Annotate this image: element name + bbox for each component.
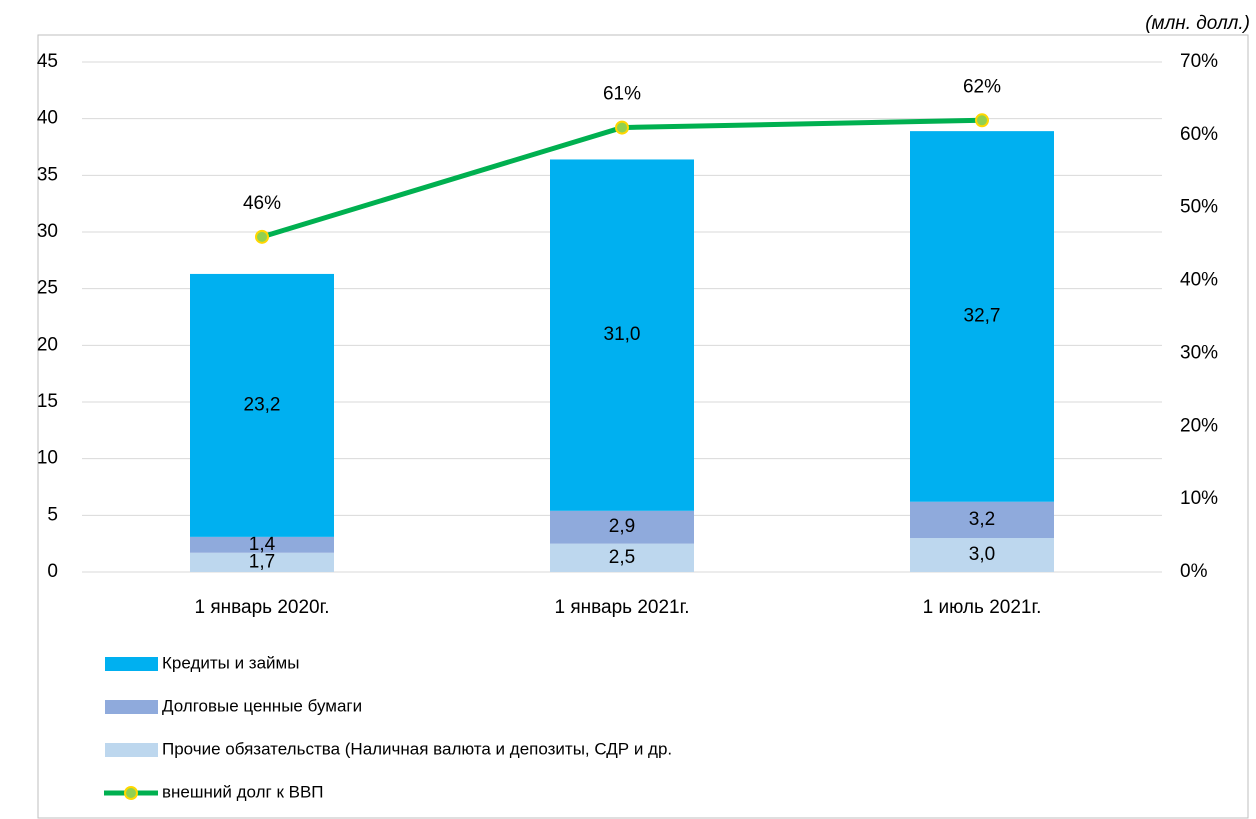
- data-label: 1,4: [249, 534, 276, 555]
- y2-tick-label: 30%: [1180, 342, 1218, 363]
- legend-swatch: [105, 657, 158, 671]
- bar-segment: [190, 552, 334, 572]
- legend-label: Прочие обязательства (Наличная валюта и …: [162, 739, 672, 758]
- y-tick-label: 20: [37, 334, 58, 355]
- y-tick-label: 45: [37, 51, 58, 72]
- data-label: 61%: [603, 84, 641, 105]
- line-marker: [615, 120, 629, 135]
- x-tick-label: 1 июль 2021г.: [923, 597, 1042, 618]
- legend-label: внешний долг к ВВП: [162, 782, 324, 801]
- x-tick-label: 1 январь 2020г.: [195, 597, 330, 618]
- data-label: 2,9: [609, 516, 635, 537]
- data-label: 3,0: [969, 544, 995, 565]
- y-tick-label: 40: [37, 108, 58, 129]
- bar-segment: [190, 273, 334, 537]
- data-label: 23,2: [244, 394, 281, 415]
- bar-segment: [550, 159, 694, 511]
- bar-segment: [550, 510, 694, 544]
- data-label: 31,0: [604, 324, 641, 345]
- y2-tick-label: 40%: [1180, 270, 1218, 291]
- y2-tick-label: 0%: [1180, 561, 1208, 582]
- legend-swatch: [105, 743, 158, 757]
- data-label: 3,2: [969, 509, 995, 530]
- y2-tick-label: 10%: [1180, 488, 1218, 509]
- chart-subtitle: (млн. долл.): [1145, 13, 1250, 34]
- legend-marker: [124, 786, 138, 800]
- legend-label: Кредиты и займы: [162, 653, 299, 672]
- y-tick-label: 15: [37, 391, 58, 412]
- bar-segment: [550, 543, 694, 572]
- bar-segment: [910, 538, 1054, 572]
- y2-tick-label: 50%: [1180, 197, 1218, 218]
- legend-swatch: [105, 700, 158, 714]
- y-tick-label: 5: [47, 504, 58, 525]
- line-marker: [975, 113, 989, 128]
- data-label: 2,5: [609, 547, 635, 568]
- y2-tick-label: 20%: [1180, 415, 1218, 436]
- bar-segment: [190, 536, 334, 553]
- x-tick-label: 1 январь 2021г.: [555, 597, 690, 618]
- y-tick-label: 0: [47, 561, 58, 582]
- data-label: 32,7: [964, 305, 1001, 326]
- y-tick-label: 30: [37, 221, 58, 242]
- y-tick-label: 25: [37, 278, 58, 299]
- y2-tick-label: 70%: [1180, 51, 1218, 72]
- line-marker: [255, 229, 269, 244]
- bar-segment: [910, 131, 1054, 502]
- data-label: 46%: [243, 193, 281, 214]
- y2-tick-label: 60%: [1180, 124, 1218, 145]
- data-label: 1,7: [249, 551, 275, 572]
- data-label: 62%: [963, 76, 1001, 97]
- chart-border: [37, 34, 1249, 819]
- legend-label: Долговые ценные бумаги: [162, 696, 362, 715]
- bar-segment: [910, 501, 1054, 538]
- y-tick-label: 35: [37, 164, 58, 185]
- y-tick-label: 10: [37, 448, 58, 469]
